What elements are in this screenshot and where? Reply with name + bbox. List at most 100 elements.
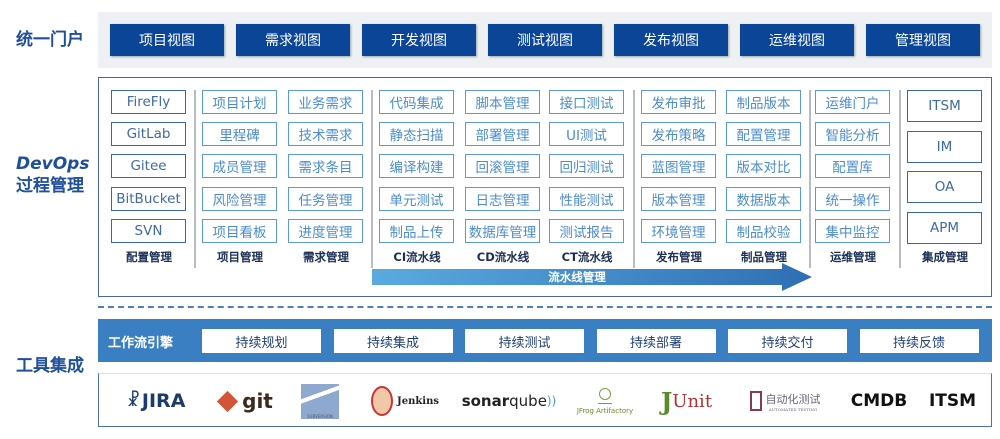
subversion-text: SUBVERSION bbox=[301, 413, 339, 419]
workflow-item[interactable]: 持续交付 bbox=[728, 329, 847, 353]
portal-view-button[interactable]: 测试视图 bbox=[488, 24, 602, 56]
jfrog-logo: JFrog Artifactory bbox=[575, 374, 635, 428]
column-label: CI流水线 bbox=[393, 250, 441, 264]
module-item[interactable]: 数据库管理 bbox=[465, 219, 540, 243]
module-item[interactable]: 智能分析 bbox=[815, 122, 890, 146]
module-item[interactable]: 风险管理 bbox=[202, 187, 277, 211]
workflow-item[interactable]: 持续反馈 bbox=[859, 329, 979, 353]
portal-view-button[interactable]: 开发视图 bbox=[362, 24, 476, 56]
devops-label: DevOps 过程管理 bbox=[16, 153, 89, 197]
pipeline-label: 流水线管理 bbox=[548, 270, 606, 284]
column-label: 运维管理 bbox=[830, 250, 876, 264]
module-item[interactable]: 接口测试 bbox=[549, 90, 624, 114]
jira-text: JIRA bbox=[141, 390, 186, 412]
portal-view-button[interactable]: 管理视图 bbox=[866, 24, 980, 56]
devops-label-cn: 过程管理 bbox=[16, 176, 84, 196]
module-item[interactable]: 日志管理 bbox=[465, 187, 540, 211]
column-separator bbox=[371, 90, 373, 268]
workflow-item[interactable]: 持续规划 bbox=[202, 329, 321, 353]
module-item[interactable]: 发布策略 bbox=[641, 122, 716, 146]
module-item[interactable]: 制品校验 bbox=[726, 219, 801, 243]
module-item[interactable]: 技术需求 bbox=[288, 122, 363, 146]
module-item[interactable]: GitLab bbox=[111, 122, 186, 146]
devops-panel: FireFly GitLab Gitee BitBucket SVN 配置管理 项目计划里程… bbox=[98, 77, 992, 297]
module-item[interactable]: UI测试 bbox=[549, 122, 624, 146]
module-item[interactable]: 运维门户 bbox=[815, 90, 890, 114]
module-item[interactable]: 回滚管理 bbox=[465, 154, 540, 178]
devops-label-en: DevOps bbox=[16, 154, 90, 174]
workflow-item[interactable]: 持续部署 bbox=[596, 329, 716, 353]
module-item[interactable]: 蓝图管理 bbox=[641, 154, 716, 178]
module-item[interactable]: 发布审批 bbox=[641, 90, 716, 114]
subversion-logo: SUBVERSION bbox=[299, 374, 341, 428]
git-logo: git bbox=[214, 374, 279, 428]
column-separator bbox=[633, 90, 635, 268]
column-separator bbox=[899, 90, 901, 268]
column-separator bbox=[194, 90, 196, 268]
portal-view-button[interactable]: 需求视图 bbox=[236, 24, 350, 56]
module-item[interactable]: 性能测试 bbox=[549, 187, 624, 211]
module-item[interactable]: SVN bbox=[111, 219, 186, 243]
portal-view-button[interactable]: 发布视图 bbox=[614, 24, 728, 56]
jfrog-icon bbox=[599, 387, 611, 400]
module-item[interactable]: 版本对比 bbox=[726, 154, 801, 178]
module-item[interactable]: IM bbox=[907, 130, 982, 163]
autotest-icon bbox=[749, 391, 762, 411]
module-item[interactable]: 进度管理 bbox=[288, 219, 363, 243]
jfrog-line bbox=[598, 402, 612, 404]
junit-text: Unit bbox=[672, 390, 713, 412]
arrow-shape bbox=[372, 263, 812, 291]
module-item[interactable]: BitBucket bbox=[111, 187, 186, 211]
module-item[interactable]: ITSM bbox=[907, 90, 982, 122]
module-item[interactable]: 环境管理 bbox=[641, 219, 716, 243]
divider bbox=[98, 306, 992, 308]
module-item[interactable]: 回归测试 bbox=[549, 154, 624, 178]
pipeline-arrow: 流水线管理 bbox=[372, 263, 812, 291]
module-item[interactable]: 代码集成 bbox=[379, 90, 454, 114]
module-item[interactable]: 编译构建 bbox=[379, 154, 454, 178]
module-item[interactable]: 统一操作 bbox=[815, 187, 890, 211]
module-item[interactable]: 成员管理 bbox=[202, 154, 277, 178]
cmdb-logo: CMDB bbox=[850, 391, 908, 411]
module-item[interactable]: 集中监控 bbox=[815, 219, 890, 243]
module-item[interactable]: 数据版本 bbox=[726, 187, 801, 211]
column-separator bbox=[809, 90, 811, 268]
subversion-icon bbox=[301, 383, 339, 414]
module-item[interactable]: APM bbox=[907, 211, 982, 244]
git-text: git bbox=[242, 389, 273, 413]
module-item[interactable]: 单元测试 bbox=[379, 187, 454, 211]
module-item[interactable]: 静态扫描 bbox=[379, 122, 454, 146]
module-item[interactable]: 脚本管理 bbox=[465, 90, 540, 114]
workflow-label: 工作流引擎 bbox=[108, 336, 174, 351]
module-item[interactable]: 任务管理 bbox=[288, 187, 363, 211]
module-item[interactable]: 项目计划 bbox=[202, 90, 277, 114]
autotest-sub: AUTOMATED TESTING bbox=[768, 406, 818, 412]
module-item[interactable]: 部署管理 bbox=[465, 122, 540, 146]
portal-view-button[interactable]: 项目视图 bbox=[110, 24, 224, 56]
module-item[interactable]: 测试报告 bbox=[549, 219, 624, 243]
jenkins-text: Jenkins bbox=[397, 395, 439, 407]
workflow-item[interactable]: 持续集成 bbox=[333, 329, 453, 353]
qube-text: qube bbox=[509, 392, 547, 410]
sonar-wave-icon: )) bbox=[546, 394, 557, 408]
column-label: CT流水线 bbox=[561, 250, 613, 264]
module-item[interactable]: 需求条目 bbox=[288, 154, 363, 178]
module-item[interactable]: Gitee bbox=[111, 154, 186, 178]
module-item[interactable]: 版本管理 bbox=[641, 187, 716, 211]
module-item[interactable]: 业务需求 bbox=[288, 90, 363, 114]
autotest-text: 自动化测试 bbox=[765, 392, 821, 406]
module-item[interactable]: 配置管理 bbox=[726, 122, 801, 146]
workflow-item[interactable]: 持续测试 bbox=[465, 329, 584, 353]
module-item[interactable]: 制品版本 bbox=[726, 90, 801, 114]
module-item[interactable]: 制品上传 bbox=[379, 219, 454, 243]
module-item[interactable]: 里程碑 bbox=[202, 122, 277, 146]
portal-view-button[interactable]: 运维视图 bbox=[740, 24, 854, 56]
column-label: 发布管理 bbox=[656, 250, 702, 264]
jenkins-icon bbox=[371, 386, 393, 416]
module-item[interactable]: OA bbox=[907, 171, 982, 203]
module-item[interactable]: 项目看板 bbox=[202, 219, 277, 243]
module-item[interactable]: FireFly bbox=[111, 90, 186, 114]
autotest-logo: 自动化测试 AUTOMATED TESTING bbox=[739, 374, 831, 428]
module-item[interactable]: 配置库 bbox=[815, 154, 890, 178]
sonarqube-logo: sonar qube)) bbox=[462, 374, 557, 428]
